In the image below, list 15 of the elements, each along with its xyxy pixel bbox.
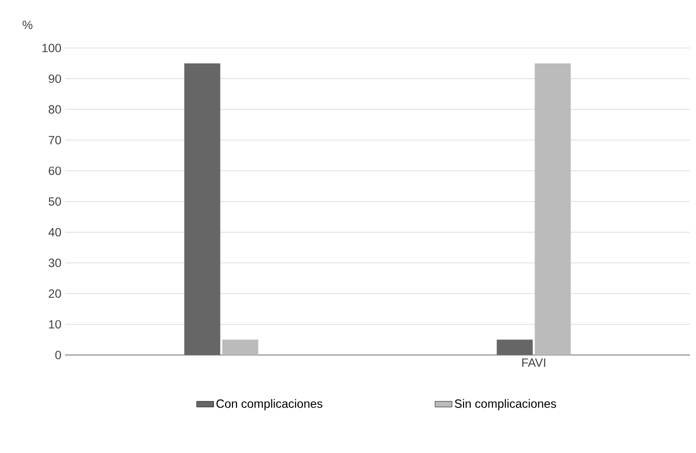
legend-label: Sin complicaciones: [454, 399, 556, 410]
x-tick-label: FAVI: [522, 358, 546, 367]
y-tick-label: 60: [48, 166, 62, 176]
y-tick-label: 80: [48, 105, 62, 114]
y-tick-label: 90: [48, 74, 62, 83]
y-tick-label: 40: [48, 228, 62, 236]
y-tick-label: 50: [48, 197, 62, 206]
y-axis-title: %: [22, 20, 32, 30]
y-tick-label: 20: [48, 289, 62, 298]
legend-label: Con complicaciones: [216, 399, 322, 410]
y-tick-label: 100: [42, 44, 62, 52]
y-tick-label: 30: [48, 258, 62, 268]
y-tick-label: 10: [49, 320, 62, 329]
y-tick-label: 0: [55, 350, 62, 360]
y-tick-label: 70: [48, 136, 62, 144]
